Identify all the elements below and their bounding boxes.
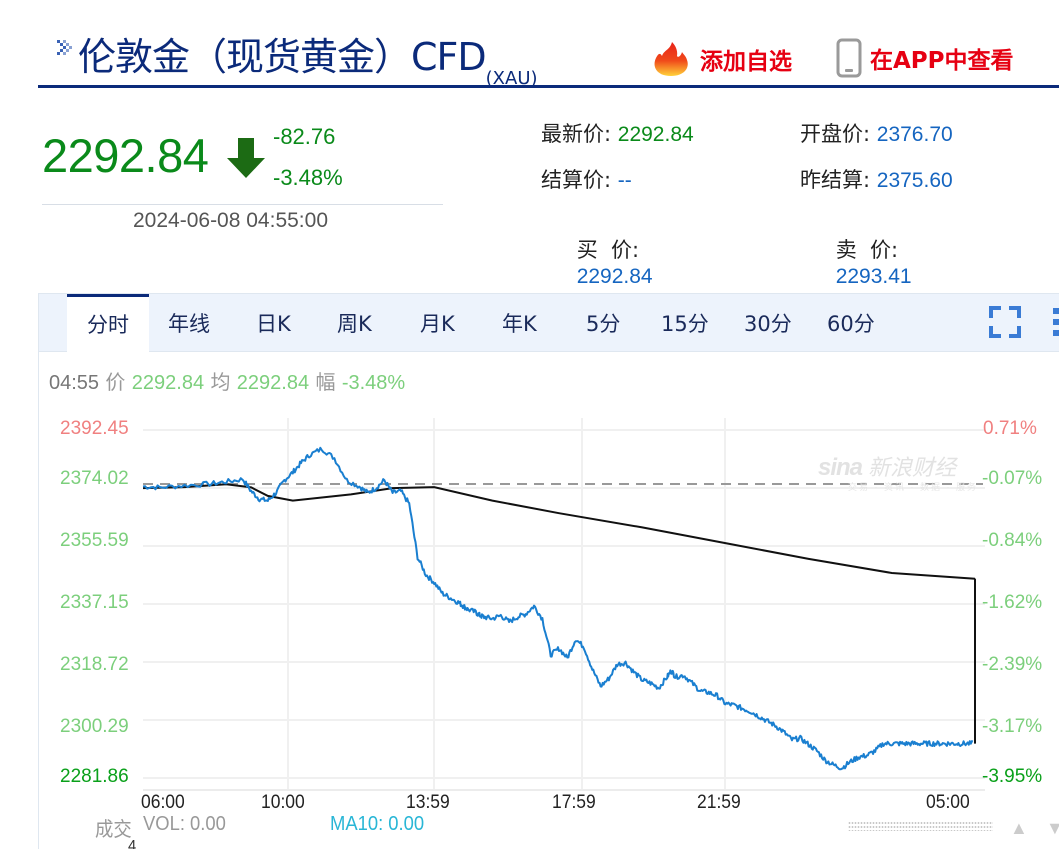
y-tick-right: 0.71% xyxy=(983,418,1037,439)
y-tick-right: -2.39% xyxy=(982,654,1043,675)
arrow-down-icon xyxy=(227,138,265,178)
page-title: 伦敦金（现货黄金）CFD(XAU) xyxy=(78,26,538,89)
chart-grid xyxy=(143,418,985,791)
latest-price-field: 最新价: 2292.84 xyxy=(541,118,694,148)
open-price-field: 开盘价: 2376.70 xyxy=(800,118,953,148)
add-favorite-label: 添加自选 xyxy=(700,49,792,75)
scroll-down-icon[interactable]: ▼ xyxy=(1046,818,1059,838)
ask-price-value: 2293.41 xyxy=(835,265,912,288)
ask-price-label: 卖 价: xyxy=(835,238,899,262)
tab-5min[interactable]: 5分 xyxy=(586,312,621,336)
bid-price-field: 买 价: 2292.84 xyxy=(550,210,653,313)
current-price: 2292.84 xyxy=(42,129,209,182)
x-tick: 17:59 xyxy=(552,792,596,813)
ask-price-field: 卖 价: 2293.41 xyxy=(809,210,912,313)
sina-finance-watermark: sina 新浪财经 交易 · 资讯 · 数据 · 服务 xyxy=(818,454,978,492)
y-tick-left: 2337.15 xyxy=(60,592,129,613)
scroll-up-icon[interactable]: ▲ xyxy=(1010,818,1028,838)
price-change-percent: -3.48% xyxy=(273,165,343,190)
time-range-scrollbar[interactable] xyxy=(848,821,993,831)
y-tick-left: 2300.29 xyxy=(60,716,129,737)
crosshair-info: 04:55 价 2292.84 均 2292.84 幅 -3.48% xyxy=(49,366,405,395)
hover-avg: 2292.84 xyxy=(236,372,310,394)
price-change: -82.76 xyxy=(273,124,336,149)
bid-price-value: 2292.84 xyxy=(576,265,653,288)
instrument-name: 伦敦金（现货黄金）CFD xyxy=(78,35,487,79)
y-tick-right: -1.62% xyxy=(982,592,1043,613)
tab-15min[interactable]: 15分 xyxy=(661,312,709,336)
hover-time: 04:55 xyxy=(49,372,100,394)
y-tick-right: -0.07% xyxy=(982,468,1043,489)
hover-avg-label: 均 xyxy=(210,370,231,394)
phone-icon xyxy=(836,38,862,78)
y-tick-left: 2355.59 xyxy=(60,530,129,551)
more-options-icon[interactable] xyxy=(1053,306,1059,338)
tab-intraday[interactable]: 分时 xyxy=(67,294,149,353)
tab-weekly-k[interactable]: 周K xyxy=(337,312,372,336)
volume-label: 成交 xyxy=(95,819,132,841)
x-tick: 21:59 xyxy=(697,792,741,813)
title-bar: 伦敦金（现货黄金）CFD(XAU) 添加自选 在APP中查看 xyxy=(38,22,1059,89)
y-tick-left: 2392.45 xyxy=(60,418,129,439)
open-price-value: 2376.70 xyxy=(876,123,953,146)
chart-tab-bar: 分时 年线 日K 周K 月K 年K 5分 15分 30分 60分 xyxy=(39,294,1059,353)
instrument-code: (XAU) xyxy=(485,68,538,89)
open-price-label: 开盘价: xyxy=(800,122,871,146)
divider xyxy=(42,204,443,205)
y-tick-right: -3.17% xyxy=(982,716,1043,737)
view-in-app-button[interactable]: 在APP中查看 xyxy=(836,38,1014,78)
hover-price-label: 价 xyxy=(105,370,126,394)
hover-amp: -3.48% xyxy=(341,372,406,394)
tab-monthly-k[interactable]: 月K xyxy=(420,312,455,336)
prev-settle-value: 2375.60 xyxy=(876,169,953,192)
x-tick: 05:00 xyxy=(926,792,970,813)
flame-icon xyxy=(654,42,688,76)
settle-price-field: 结算价: -- xyxy=(541,164,632,194)
y-tick-left: 2281.86 xyxy=(60,766,129,787)
x-tick: 13:59 xyxy=(406,792,450,813)
x-tick: 06:00 xyxy=(141,792,185,813)
y-tick-right: -0.84% xyxy=(982,530,1043,551)
tab-yearly-k[interactable]: 年K xyxy=(502,312,537,336)
price-line xyxy=(142,446,974,771)
y-tick-right: -3.95% xyxy=(982,766,1043,787)
volume-ma10: MA10: 0.00 xyxy=(330,813,425,835)
volume-value: VOL: 0.00 xyxy=(143,813,226,835)
tab-daily-k[interactable]: 日K xyxy=(256,312,291,336)
view-in-app-label: 在APP中查看 xyxy=(870,48,1014,74)
settle-price-label: 结算价: xyxy=(541,168,612,192)
tab-60min[interactable]: 60分 xyxy=(827,312,875,336)
hover-amp-label: 幅 xyxy=(315,370,336,394)
tab-year-line[interactable]: 年线 xyxy=(168,312,210,336)
prev-settle-label: 昨结算: xyxy=(800,168,871,192)
latest-price-value: 2292.84 xyxy=(617,123,694,146)
average-price-line xyxy=(142,483,976,580)
y-tick-left: 2318.72 xyxy=(60,654,129,675)
fullscreen-icon[interactable] xyxy=(989,306,1021,338)
double-chevron-icon xyxy=(57,40,72,55)
chart-panel: 分时 年线 日K 周K 月K 年K 5分 15分 30分 60分 04:55 价… xyxy=(38,293,1059,849)
bid-price-label: 买 价: xyxy=(576,238,640,262)
hover-price: 2292.84 xyxy=(131,372,205,394)
prev-settle-field: 昨结算: 2375.60 xyxy=(800,164,953,194)
settle-price-value: -- xyxy=(617,169,632,192)
latest-price-label: 最新价: xyxy=(541,122,612,146)
y-tick-left: 2374.02 xyxy=(60,468,129,489)
x-tick: 10:00 xyxy=(261,792,305,813)
add-favorite-button[interactable]: 添加自选 xyxy=(650,38,792,80)
volume-axis-tick: 4 xyxy=(128,838,137,849)
quote-timestamp: 2024-06-08 04:55:00 xyxy=(133,209,328,232)
tab-30min[interactable]: 30分 xyxy=(744,312,792,336)
